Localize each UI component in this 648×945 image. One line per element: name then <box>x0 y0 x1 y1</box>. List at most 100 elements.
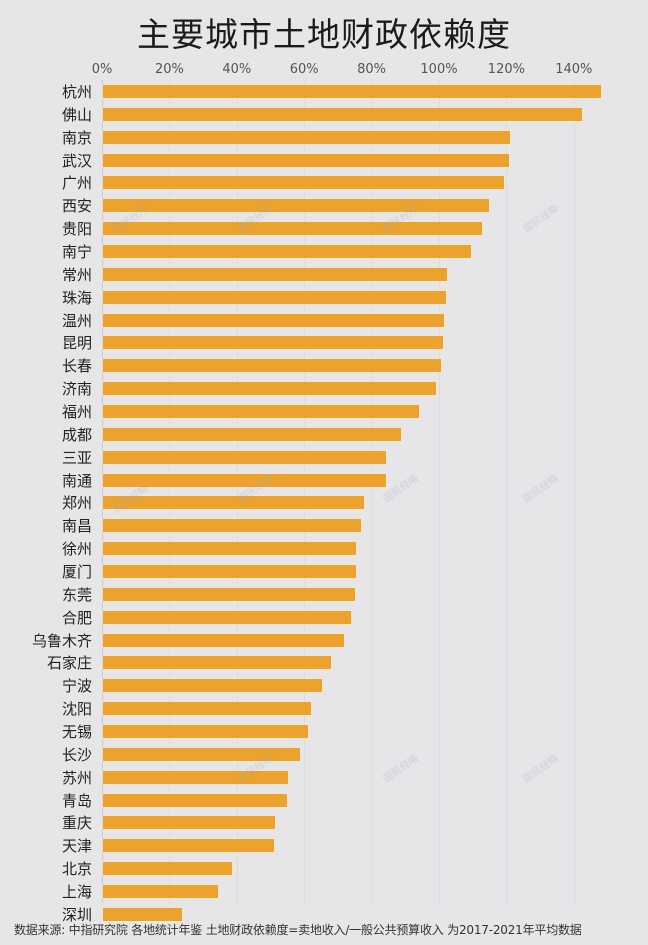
bar <box>103 793 287 807</box>
x-tick-label: 100% <box>420 62 458 77</box>
bar <box>103 245 471 258</box>
category-label: 青岛 <box>61 791 92 810</box>
x-tick-label: 20% <box>154 62 184 77</box>
category-label: 南宁 <box>61 243 92 261</box>
bar <box>103 222 483 236</box>
y-axis-line <box>102 80 103 903</box>
bar <box>103 885 218 898</box>
bar-row: 南宁 <box>0 243 648 261</box>
category-label: 珠海 <box>61 288 92 307</box>
source-note: 数据来源: 中指研究院 各地统计年鉴 土地财政依赖度=卖地收入/一般公共预算收入… <box>14 923 582 937</box>
bar <box>103 839 274 853</box>
bar <box>103 519 362 533</box>
gridline <box>236 80 238 905</box>
category-label: 广州 <box>61 174 92 193</box>
bar-row: 宁波 <box>0 677 648 695</box>
category-label: 贵阳 <box>61 220 92 239</box>
gridline <box>573 80 575 905</box>
bar <box>103 656 332 670</box>
bar-row: 上海 <box>0 883 648 901</box>
bar-row: 乌鲁木齐 <box>0 632 648 650</box>
bar-row: 石家庄 <box>0 654 648 672</box>
bar <box>103 450 387 464</box>
category-label: 武汉 <box>61 151 92 170</box>
bar <box>103 130 511 144</box>
category-label: 乌鲁木齐 <box>31 631 92 650</box>
category-label: 西安 <box>61 197 92 216</box>
category-label: 济南 <box>61 380 92 399</box>
category-label: 南昌 <box>61 517 92 536</box>
bar <box>103 496 364 510</box>
category-label: 北京 <box>61 860 92 879</box>
x-tick-label: 120% <box>487 62 525 77</box>
category-label: 南通 <box>61 471 92 490</box>
bar-row: 贵阳 <box>0 220 648 238</box>
category-label: 深圳 <box>61 905 92 924</box>
bar <box>103 176 505 190</box>
bar-row: 北京 <box>0 860 648 878</box>
category-label: 长沙 <box>61 745 92 764</box>
gridline <box>439 80 440 905</box>
category-label: 南京 <box>61 128 92 147</box>
category-label: 温州 <box>61 311 92 330</box>
bar-row: 郑州 <box>0 494 648 512</box>
category-label: 无锡 <box>61 723 92 741</box>
bar-row: 西安 <box>0 197 648 215</box>
category-label: 苏州 <box>61 768 92 787</box>
bar-row: 南昌 <box>0 517 648 535</box>
category-label: 三亚 <box>61 448 92 467</box>
bar <box>103 770 288 784</box>
bar <box>103 382 436 396</box>
bar <box>103 610 351 624</box>
bar-row: 温州 <box>0 312 648 330</box>
bar <box>103 427 401 441</box>
category-label: 天津 <box>61 837 92 856</box>
bar <box>103 153 510 167</box>
bar-row: 珠海 <box>0 289 648 307</box>
bar <box>103 747 301 761</box>
bar-row: 天津 <box>0 837 648 855</box>
bar <box>103 587 356 601</box>
category-label: 常州 <box>61 265 92 284</box>
bar <box>103 816 275 830</box>
category-label: 东莞 <box>61 585 92 604</box>
bar <box>103 290 447 304</box>
bar <box>103 542 357 556</box>
x-axis: 0% 20% 40% 60% 80% 100% 120% 140% <box>0 62 648 82</box>
gridline <box>304 80 306 905</box>
category-label: 沈阳 <box>61 700 92 719</box>
bar <box>103 336 444 350</box>
category-label: 郑州 <box>61 494 92 513</box>
plot-area <box>102 80 622 905</box>
x-tick-label: 80% <box>357 62 387 77</box>
x-tick-label: 0% <box>91 62 113 77</box>
bar-row: 徐州 <box>0 540 648 558</box>
chart-title: 主要城市土地财政依赖度 <box>137 15 511 54</box>
bar <box>103 565 357 578</box>
category-label: 杭州 <box>61 83 92 101</box>
category-label: 徐州 <box>61 540 92 559</box>
gridline <box>371 80 373 905</box>
bar-row: 广州 <box>0 174 648 192</box>
x-tick-label: 40% <box>222 62 252 77</box>
category-label: 宁波 <box>61 677 92 696</box>
gridline <box>506 80 508 905</box>
category-label: 合肥 <box>61 608 92 627</box>
bar <box>103 633 344 647</box>
category-label: 长春 <box>61 357 92 376</box>
bar <box>103 702 311 716</box>
bar-row: 成都 <box>0 426 648 444</box>
bar-row: 南通 <box>0 472 648 490</box>
bar <box>103 107 582 121</box>
x-tick-label: 60% <box>289 62 319 77</box>
bar <box>103 359 441 373</box>
category-label: 石家庄 <box>46 654 92 673</box>
bar <box>103 313 445 327</box>
bar-row: 无锡 <box>0 723 648 741</box>
bar-row: 苏州 <box>0 769 648 787</box>
gridline <box>169 80 171 905</box>
bar-row: 三亚 <box>0 449 648 467</box>
bar-row: 沈阳 <box>0 700 648 718</box>
category-label: 昆明 <box>61 334 92 353</box>
bar <box>103 725 308 738</box>
